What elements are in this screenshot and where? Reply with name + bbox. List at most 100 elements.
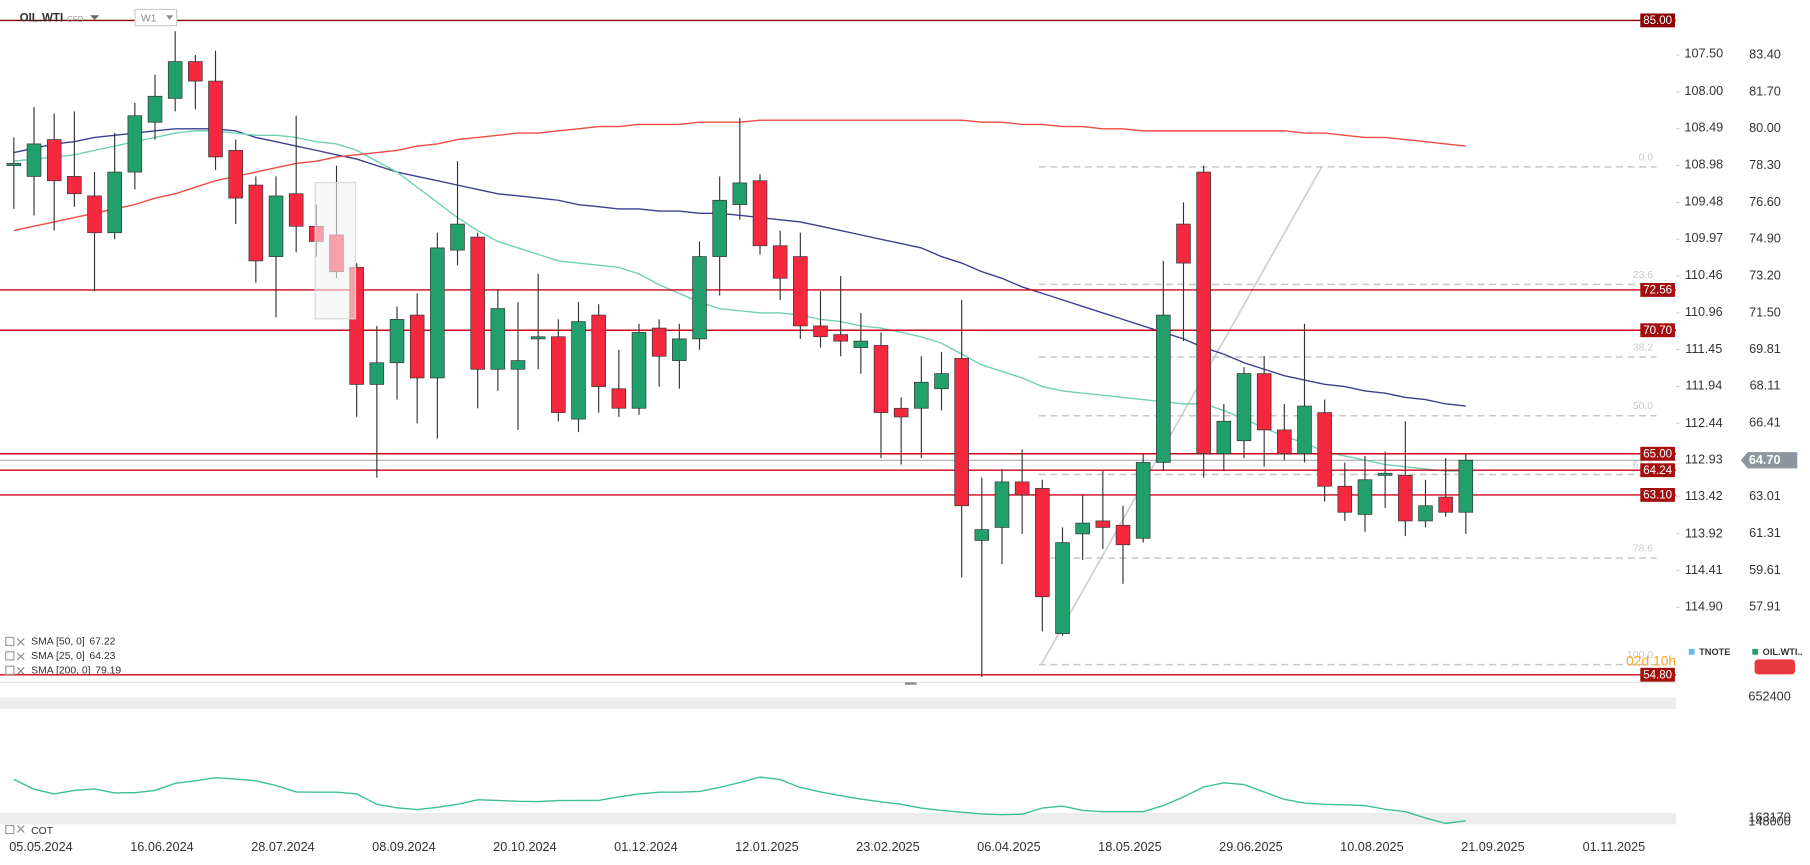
level-badge-label: 85.00 [1643,15,1672,27]
y2-tick-label: 114.41 [1685,563,1723,577]
legend-value: 79.19 [95,666,121,677]
y-tick-label: 76.60 [1749,195,1781,209]
candle-body [571,321,586,420]
candle-body [1398,475,1413,522]
y2-tick-label: 110.46 [1685,268,1723,282]
symbol-dropdown[interactable] [90,15,100,20]
y2-tick-label: 112.93 [1685,452,1723,466]
candle-body [1337,485,1353,513]
candle-body [490,308,506,370]
candle-body [732,182,748,205]
cot-legend: COT [31,826,54,837]
candle-body [248,184,264,262]
candle-body [1438,496,1453,513]
candle-body [873,345,889,413]
symbol: OIL.WTI [20,13,64,25]
x-tick-label: 18.05.2025 [1098,840,1162,854]
level-badge-label: 70.70 [1643,325,1672,337]
level-badge-label: 54.80 [1643,669,1672,681]
candle-body [127,115,143,173]
y-tick-label: 71.50 [1749,305,1781,319]
candle-body [591,314,606,387]
candle-body [631,332,647,409]
candle-body [208,80,223,158]
candle-body [1075,522,1090,535]
legend-remove[interactable] [16,638,25,646]
candle-body [107,171,122,234]
candle-body [1357,479,1373,515]
x-tick-label: 06.04.2025 [977,840,1041,854]
candle-body [530,336,546,340]
candle-body [914,381,929,409]
layers: 83.40 81.70 80.00 78.30 76.60 74.90 73.20 71.50… [0,13,1803,854]
candle-body [26,143,42,177]
fib-label: 100.0 [1627,650,1653,661]
candle-body [1317,412,1332,487]
candle-body [389,319,405,364]
candle-body [1176,223,1191,264]
y-tick-label: 57.91 [1749,600,1781,614]
candle-body [833,334,848,342]
x-tick-label: 01.11.2025 [1583,840,1646,854]
candle-body [651,327,667,357]
candle-body [409,314,425,379]
y-tick-label: 73.20 [1749,268,1781,282]
level-badge [1640,323,1675,338]
candle-body [772,245,788,279]
y2-tick-label: 113.92 [1685,526,1723,540]
cot-tick-label: 163170 [1748,811,1790,825]
x-tick-label: 16.06.2024 [130,840,194,854]
candle-body [1115,524,1131,546]
candle-body [1095,520,1111,528]
legend-remove[interactable] [16,666,25,675]
candle-body [974,529,990,541]
x-tick-label: 23.02.2025 [856,840,920,854]
y-tick-label: 81.70 [1749,84,1781,98]
candle-body [672,338,687,361]
candle-body [1035,488,1050,598]
y2-tick-label: 107.50 [1684,47,1723,61]
y2-tick-label: 108.00 [1684,84,1723,98]
y-tick-label: 61.31 [1749,526,1781,540]
timeframe-box[interactable] [134,8,178,27]
timeframe-dropdown[interactable] [166,15,174,20]
level-badge [1640,13,1675,28]
y2-tick-label: 113.42 [1685,489,1723,503]
last-price-label: 64.70 [1749,453,1781,467]
toolbar: OIL.WTI CFD W1 [20,8,178,27]
candle-body [470,236,485,370]
legend-name: SMA [200, 0] [31,666,91,677]
timeframe[interactable]: W1 [141,13,157,24]
candle-body [450,223,465,251]
selection-box [314,182,357,320]
legend-swatch [1752,648,1759,655]
legend-remove[interactable] [16,825,25,833]
candle-body [853,340,869,348]
level-badge [1640,283,1675,297]
candle-body [1297,405,1312,455]
candle-body [1377,472,1393,476]
x-tick-label: 28.07.2024 [251,840,315,854]
x-tick-label: 10.08.2025 [1340,840,1404,854]
level-badge [1640,487,1675,502]
legend-remove[interactable] [16,652,25,661]
countdown: 02d 10h [1626,652,1676,668]
candle-body [188,61,203,82]
cot-tick-label: 148000 [1748,814,1790,828]
level-badge [1640,667,1675,682]
y2-tick-label: 111.45 [1685,342,1722,356]
candle-body [712,199,727,257]
candle-body [793,256,808,327]
candle-body [893,407,909,418]
candle-body [147,95,163,123]
cot-tick-label: 652400 [1748,690,1790,704]
candle-body [288,193,304,227]
candle-body [1135,462,1151,539]
y-tick-label: 59.61 [1749,563,1781,577]
y2-tick-label: 114.90 [1685,600,1723,614]
candle-body [510,360,526,370]
candle-body [934,373,949,390]
candle-body [1156,314,1171,463]
legend-icon [5,824,15,835]
y2-tick-label: 109.97 [1684,231,1723,245]
